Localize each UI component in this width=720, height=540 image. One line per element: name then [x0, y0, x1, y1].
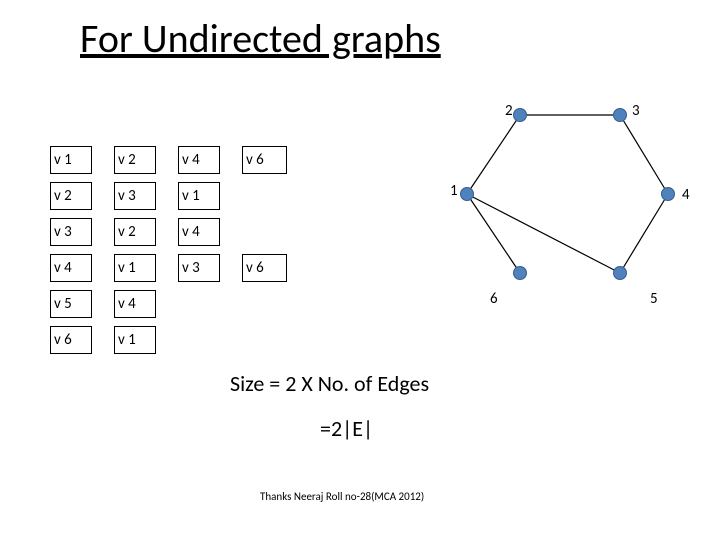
- adj-cell: v 3: [50, 218, 92, 246]
- page-title: For Undirected graphs: [80, 14, 441, 63]
- formula-size: Size = 2 X No. of Edges: [230, 370, 429, 397]
- graph-node-label-2: 2: [505, 102, 513, 120]
- hexagon-edges: [0, 0, 720, 540]
- adj-cell: v 5: [50, 290, 92, 318]
- adj-cell: v 2: [50, 182, 92, 210]
- adj-cell: v 3: [178, 254, 220, 282]
- graph-node-label-1: 1: [450, 182, 458, 200]
- adj-cell: v 1: [178, 182, 220, 210]
- adj-cell: v 1: [114, 254, 156, 282]
- graph-node-label-5: 5: [650, 290, 658, 308]
- adj-cell: v 6: [50, 326, 92, 354]
- adj-cell: v 3: [114, 182, 156, 210]
- graph-node-6: [513, 266, 527, 280]
- adj-cell: v 1: [114, 326, 156, 354]
- graph-node-3: [613, 108, 627, 122]
- adj-cell: v 6: [242, 254, 287, 282]
- graph-node-2: [513, 108, 527, 122]
- graph-node-4: [661, 187, 675, 201]
- adj-cell: v 2: [114, 146, 156, 174]
- formula-2e: =2|E|: [320, 415, 373, 442]
- credit-line: Thanks Neeraj Roll no-28(MCA 2012): [260, 490, 424, 503]
- graph-node-1: [460, 187, 474, 201]
- graph-node-label-4: 4: [682, 186, 690, 204]
- graph-node-label-6: 6: [490, 290, 498, 308]
- adj-cell: v 4: [50, 254, 92, 282]
- adj-cell: v 4: [178, 146, 220, 174]
- adj-cell: v 2: [114, 218, 156, 246]
- graph-node-label-3: 3: [632, 102, 640, 120]
- graph-node-5: [613, 266, 627, 280]
- adj-cell: v 6: [242, 146, 287, 174]
- adj-cell: v 4: [114, 290, 156, 318]
- adj-cell: v 4: [178, 218, 220, 246]
- adj-cell: v 1: [50, 146, 92, 174]
